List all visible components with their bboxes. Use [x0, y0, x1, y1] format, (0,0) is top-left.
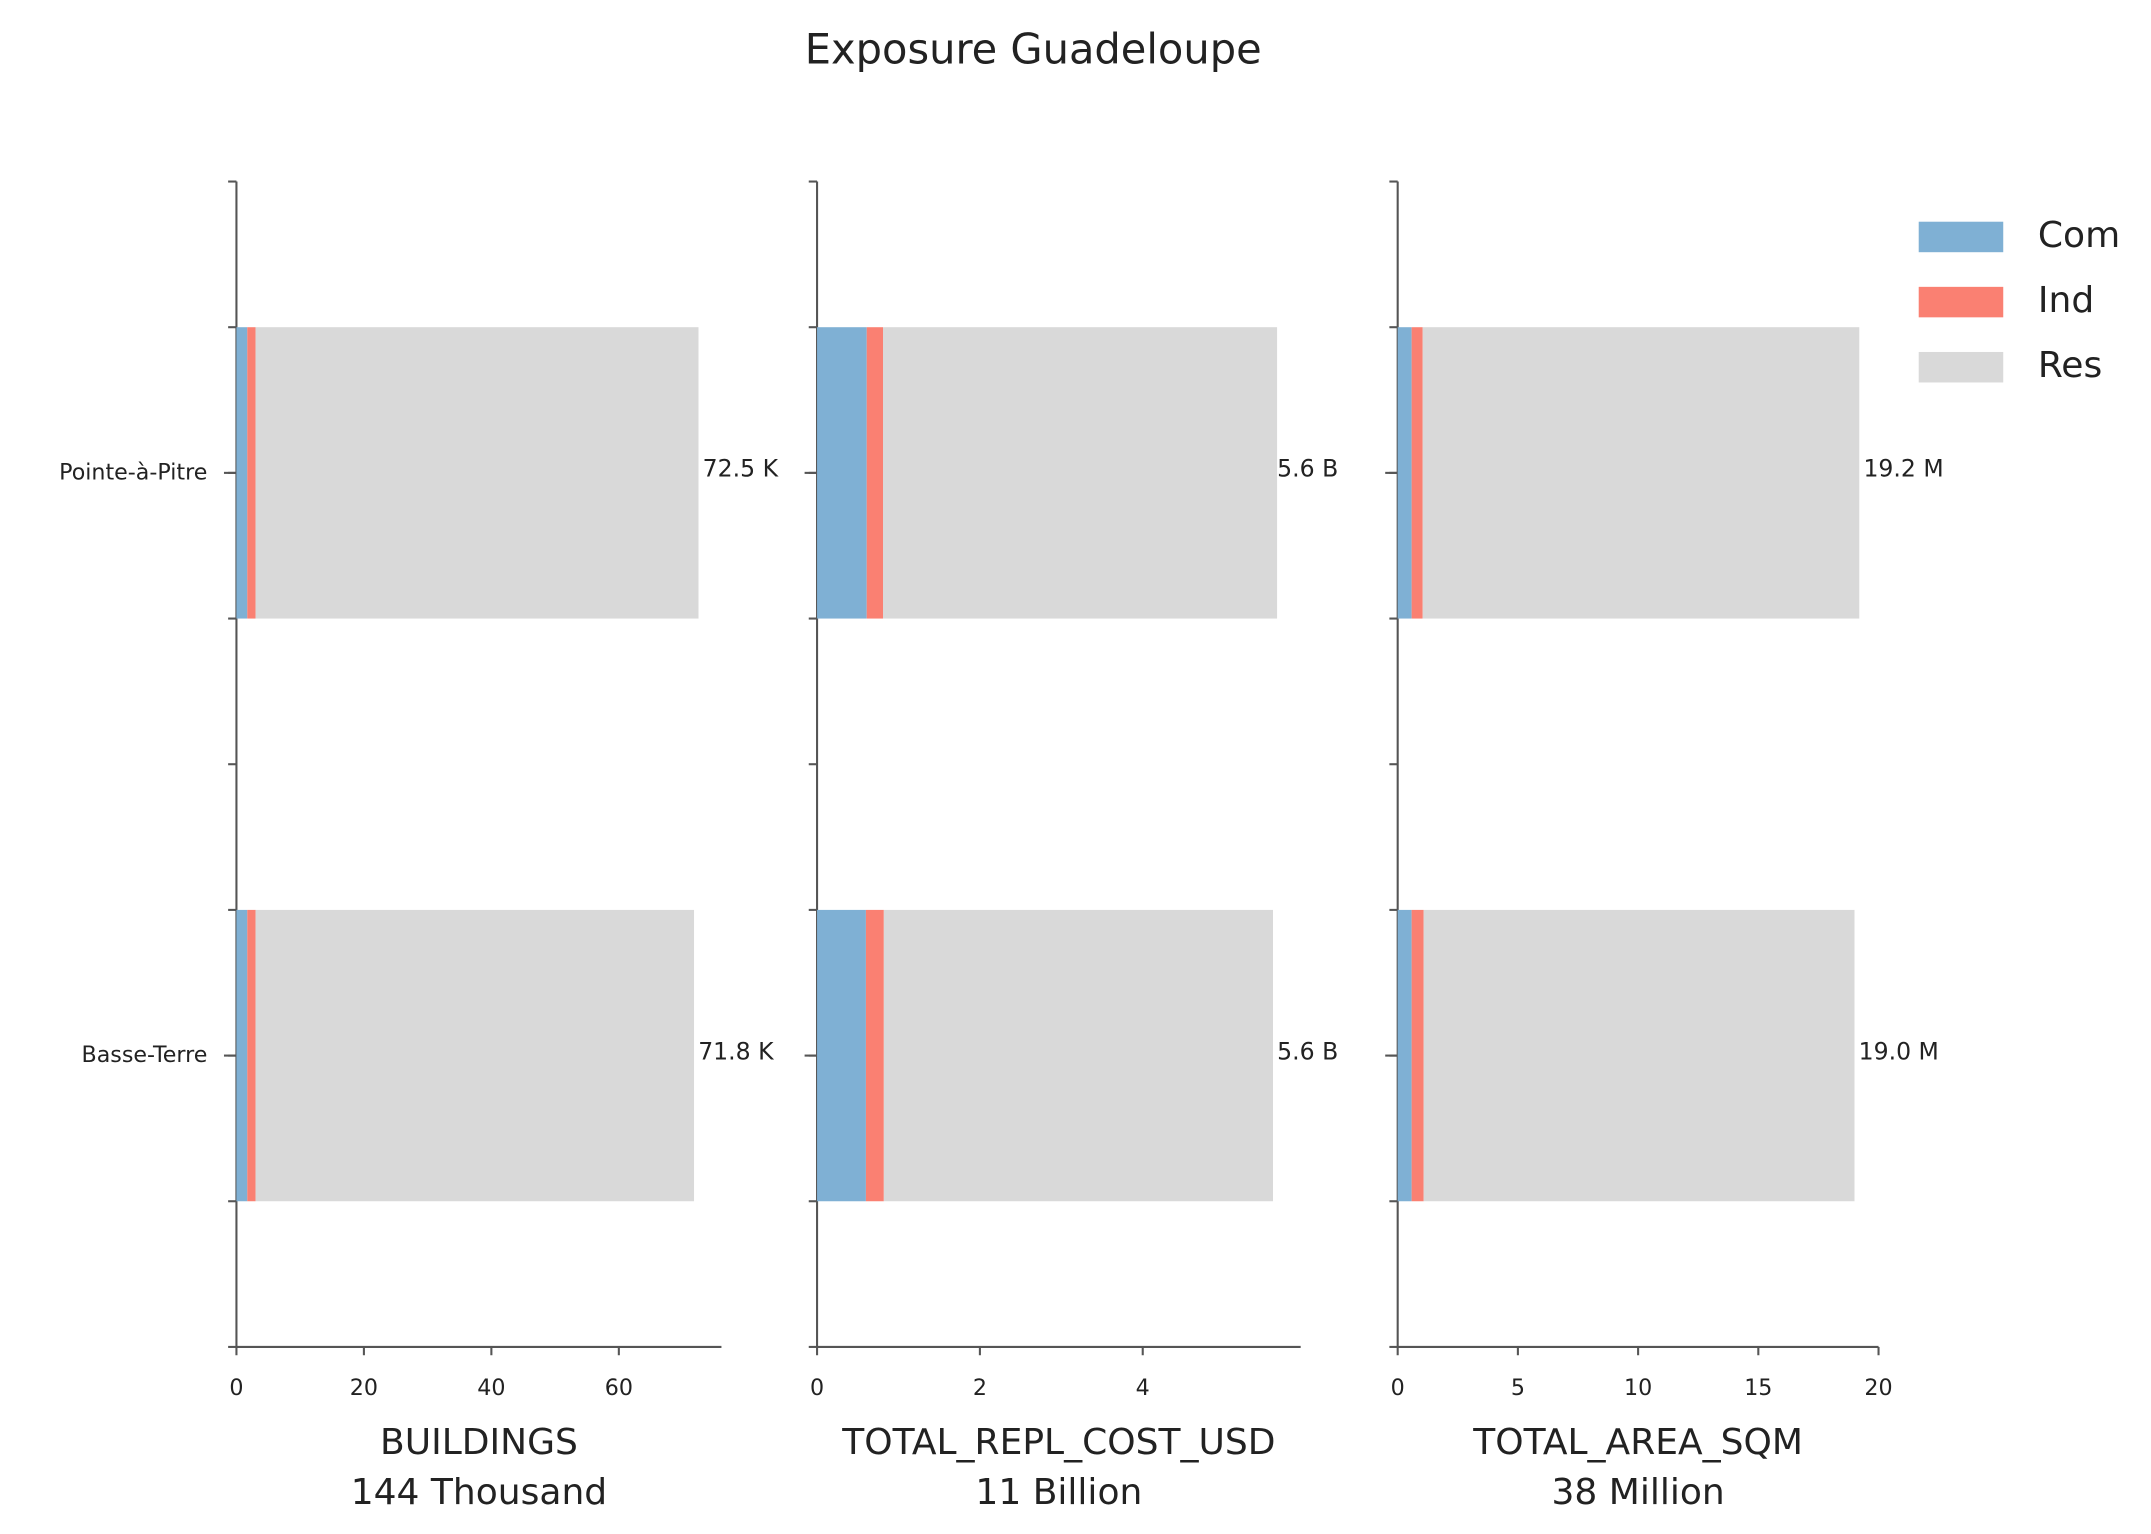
- bar-segment: [1422, 327, 1860, 619]
- bar-segment: [883, 327, 1278, 619]
- bar-segment: [255, 327, 699, 619]
- x-tick-label: 4: [1136, 1375, 1150, 1401]
- x-axis-sublabel: 38 Million: [1551, 1472, 1724, 1513]
- value-label: 5.6 B: [1277, 1037, 1338, 1065]
- value-label: 19.0 M: [1859, 1037, 1939, 1065]
- x-axis-label: BUILDINGS: [380, 1422, 578, 1463]
- x-tick-label: 10: [1624, 1375, 1652, 1401]
- x-tick-label: 40: [477, 1375, 505, 1401]
- legend-swatch: [1918, 221, 2004, 253]
- x-tick-label: 15: [1744, 1375, 1772, 1401]
- x-tick-label: 0: [1391, 1375, 1405, 1401]
- bar-segment: [247, 909, 256, 1202]
- x-axis-label: TOTAL_REPL_COST_USD: [841, 1422, 1275, 1463]
- bar-segment: [817, 909, 866, 1202]
- legend-label: Ind: [2038, 280, 2094, 321]
- x-tick-label: 20: [1864, 1375, 1892, 1401]
- bar-segment: [883, 909, 1273, 1202]
- x-axis-sublabel: 11 Billion: [975, 1472, 1142, 1513]
- x-axis-sublabel: 144 Thousand: [351, 1472, 607, 1513]
- bar-segment: [255, 909, 695, 1202]
- x-tick-label: 5: [1511, 1375, 1525, 1401]
- y-tick-label: Pointe-à-Pitre: [59, 459, 207, 485]
- bar-segment: [247, 327, 256, 619]
- x-tick-label: 20: [350, 1375, 378, 1401]
- x-axis-label: TOTAL_AREA_SQM: [1472, 1422, 1803, 1463]
- chart-title: Exposure Guadeloupe: [805, 25, 1262, 74]
- bar-segment: [1397, 909, 1412, 1202]
- bar-segment: [1397, 327, 1412, 619]
- value-label: 19.2 M: [1863, 455, 1943, 483]
- bar-segment: [1411, 327, 1423, 619]
- legend-swatch: [1918, 351, 2004, 383]
- x-tick-label: 0: [229, 1375, 243, 1401]
- bar-segment: [236, 909, 248, 1202]
- legend-label: Res: [2038, 345, 2102, 386]
- legend-swatch: [1918, 286, 2004, 318]
- bar-segment: [817, 327, 867, 619]
- value-label: 71.8 K: [698, 1037, 774, 1065]
- x-tick-label: 60: [605, 1375, 633, 1401]
- bar-segment: [1411, 909, 1424, 1202]
- bar-segment: [236, 327, 248, 619]
- bar-segment: [865, 909, 884, 1202]
- x-tick-label: 0: [810, 1375, 824, 1401]
- bar-segment: [1423, 909, 1855, 1202]
- bar-segment: [866, 327, 884, 619]
- x-tick-label: 2: [973, 1375, 987, 1401]
- y-tick-label: Basse-Terre: [82, 1042, 208, 1068]
- value-label: 72.5 K: [703, 455, 779, 483]
- value-label: 5.6 B: [1277, 455, 1338, 483]
- legend-label: Com: [2038, 215, 2120, 256]
